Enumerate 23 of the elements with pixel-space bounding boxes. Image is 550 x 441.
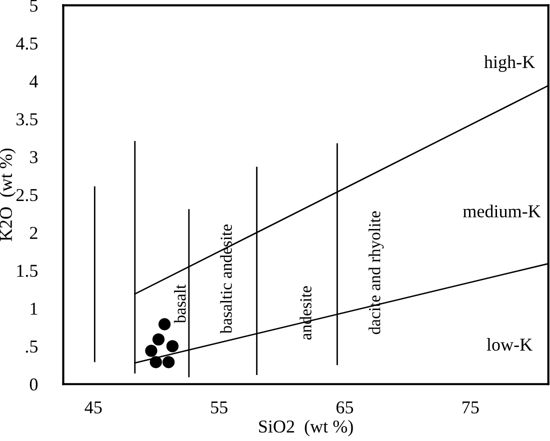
y-tick-label: 0 xyxy=(30,378,38,391)
x-tick-label: 75 xyxy=(462,401,479,414)
x-axis-title: SiO2 (wt %) xyxy=(259,420,353,436)
x-tick-label: 65 xyxy=(336,401,354,414)
y-tick-label: 3 xyxy=(30,151,38,164)
y-tick-label: 2 xyxy=(30,226,38,239)
y-tick-label: 4.5 xyxy=(16,38,38,50)
y-tick-label: 5 xyxy=(30,0,38,12)
annotation: dacite and rhyolite xyxy=(368,211,384,334)
x-tick-label: 55 xyxy=(211,401,228,414)
y-tick-label: 1.5 xyxy=(17,264,38,277)
annotation: basaltic andesite xyxy=(220,224,232,334)
annotation: medium-K xyxy=(463,204,541,218)
y-tick-label: 2.5 xyxy=(16,189,38,202)
x-tick-label: 45 xyxy=(84,401,102,414)
annotation: andesite xyxy=(300,286,312,340)
annotation: high-K xyxy=(484,55,535,72)
y-tick-label: .5 xyxy=(26,340,38,353)
annotation: basalt xyxy=(174,284,186,324)
y-tick-label: 4 xyxy=(30,75,38,88)
annotation: low-K xyxy=(486,338,532,351)
y-tick-label: 1 xyxy=(30,302,38,315)
y-tick-label: 3.5 xyxy=(16,113,38,126)
